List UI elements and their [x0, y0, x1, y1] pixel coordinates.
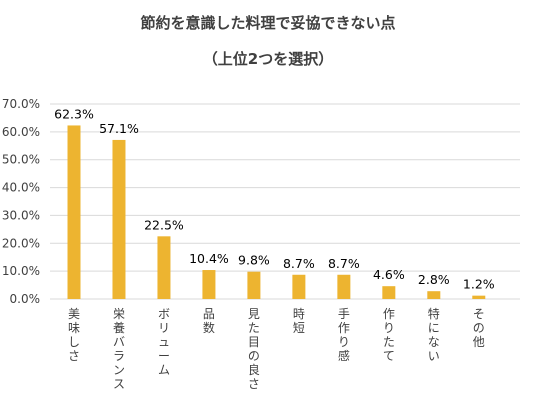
data-label: 8.7%	[283, 256, 315, 271]
data-label: 4.6%	[373, 267, 405, 282]
x-tick-label: 特にない	[428, 306, 440, 363]
y-tick-label: 70.0%	[2, 97, 40, 111]
data-label: 62.3%	[54, 106, 94, 121]
y-tick-label: 20.0%	[2, 236, 40, 250]
data-label: 2.8%	[418, 272, 450, 287]
data-label: 57.1%	[99, 121, 139, 136]
y-tick-label: 40.0%	[2, 181, 40, 195]
bar	[247, 271, 261, 299]
bar	[157, 236, 171, 299]
y-tick-label: 60.0%	[2, 125, 40, 139]
data-label: 9.8%	[238, 253, 270, 268]
x-tick-label: 栄養バランス	[113, 307, 125, 391]
y-tick-label: 0.0%	[10, 292, 41, 306]
data-label: 22.5%	[144, 217, 184, 232]
x-tick-label: 品数	[203, 307, 215, 335]
bar	[112, 139, 126, 299]
bar	[202, 270, 216, 299]
data-label: 10.4%	[189, 251, 229, 266]
bar	[382, 286, 396, 299]
x-tick-label: 美味しさ	[68, 307, 80, 363]
x-tick-label: 手作り感	[338, 307, 350, 363]
bar	[472, 295, 486, 299]
chart-subtitle: （上位2つを選択）	[202, 50, 334, 68]
bar	[67, 125, 81, 299]
x-tick-label: 作りたて	[383, 307, 395, 363]
x-tick-label: 見た目の良さ	[248, 307, 260, 391]
y-tick-label: 50.0%	[2, 153, 40, 167]
data-label: 8.7%	[328, 256, 360, 271]
bar	[292, 274, 306, 299]
bar	[337, 274, 351, 299]
bar	[427, 291, 441, 299]
x-tick-label: ボリューム	[158, 307, 170, 377]
y-tick-label: 30.0%	[2, 208, 40, 222]
data-label: 1.2%	[463, 277, 495, 292]
x-tick-label: その他	[473, 307, 485, 349]
y-tick-label: 10.0%	[2, 264, 40, 278]
x-tick-label: 時短	[293, 307, 305, 335]
chart-title: 節約を意識した料理で妥協できない点	[140, 14, 396, 32]
